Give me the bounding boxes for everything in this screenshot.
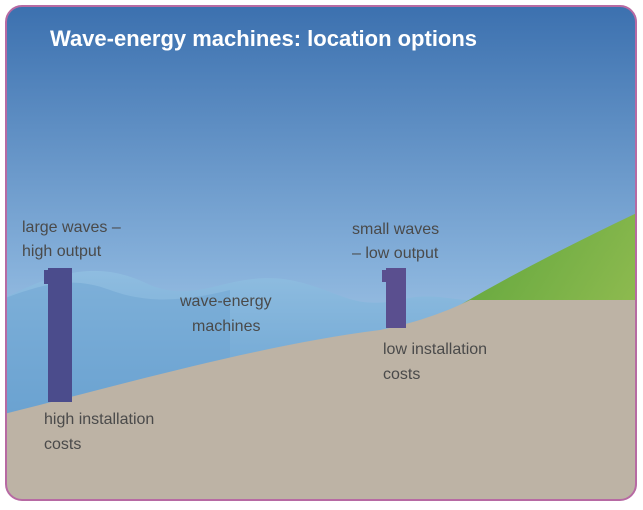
machine: [48, 268, 72, 402]
label: large waves –: [22, 219, 121, 236]
label: – low output: [352, 245, 439, 262]
label: low installation: [383, 341, 487, 358]
label: high output: [22, 243, 102, 260]
diagram: Wave-energy machines: location options l…: [0, 0, 643, 505]
label: costs: [44, 436, 81, 453]
machine-part: [44, 270, 50, 284]
machine-part: [382, 270, 388, 282]
label: high installation: [44, 411, 154, 428]
machine: [386, 268, 406, 328]
label: small waves: [352, 221, 439, 238]
label: machines: [192, 318, 260, 335]
label: wave-energy: [179, 293, 272, 310]
page: Wave-energy machines: location options l…: [0, 0, 643, 505]
label: costs: [383, 366, 420, 383]
title: Wave-energy machines: location options: [50, 26, 477, 51]
